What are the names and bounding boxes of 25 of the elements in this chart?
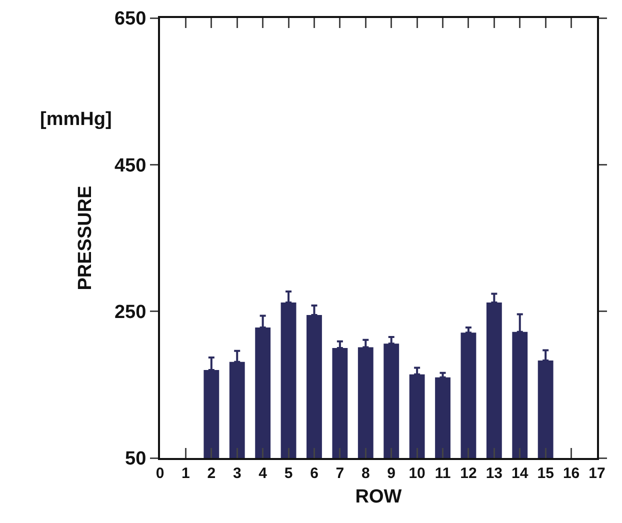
x-axis-title: ROW <box>355 486 402 508</box>
x-tick-label: 14 <box>512 465 529 482</box>
text: [mmHg] <box>40 109 112 130</box>
x-tick-label: 13 <box>486 465 503 482</box>
x-tick-label: 3 <box>232 465 242 482</box>
x-tick-label: 7 <box>336 465 344 482</box>
y-tick-label: 50 <box>125 448 146 470</box>
x-tick-label: 0 <box>156 465 164 482</box>
y-tick-label: 450 <box>114 155 146 176</box>
x-tick-label: 16 <box>562 465 580 482</box>
x-tick-label: 10 <box>408 465 426 482</box>
x-tick-label: 12 <box>460 465 477 482</box>
x-tick-label: 8 <box>361 465 370 482</box>
y-tick-label: 250 <box>114 302 146 323</box>
y-tick-label: 650 <box>114 8 146 30</box>
x-tick-label: 15 <box>537 465 554 482</box>
x-tick-label: 9 <box>387 465 396 482</box>
x-tick-label: 2 <box>207 465 216 482</box>
x-tick-label: 4 <box>258 465 268 482</box>
x-tick-label: 5 <box>284 465 293 482</box>
x-tick-label: 11 <box>434 465 451 482</box>
x-tick-label: 1 <box>182 465 190 482</box>
x-tick-label: 6 <box>310 465 318 482</box>
x-tick-label: 17 <box>588 465 606 482</box>
y-axis-title: PRESSURE <box>74 186 96 290</box>
